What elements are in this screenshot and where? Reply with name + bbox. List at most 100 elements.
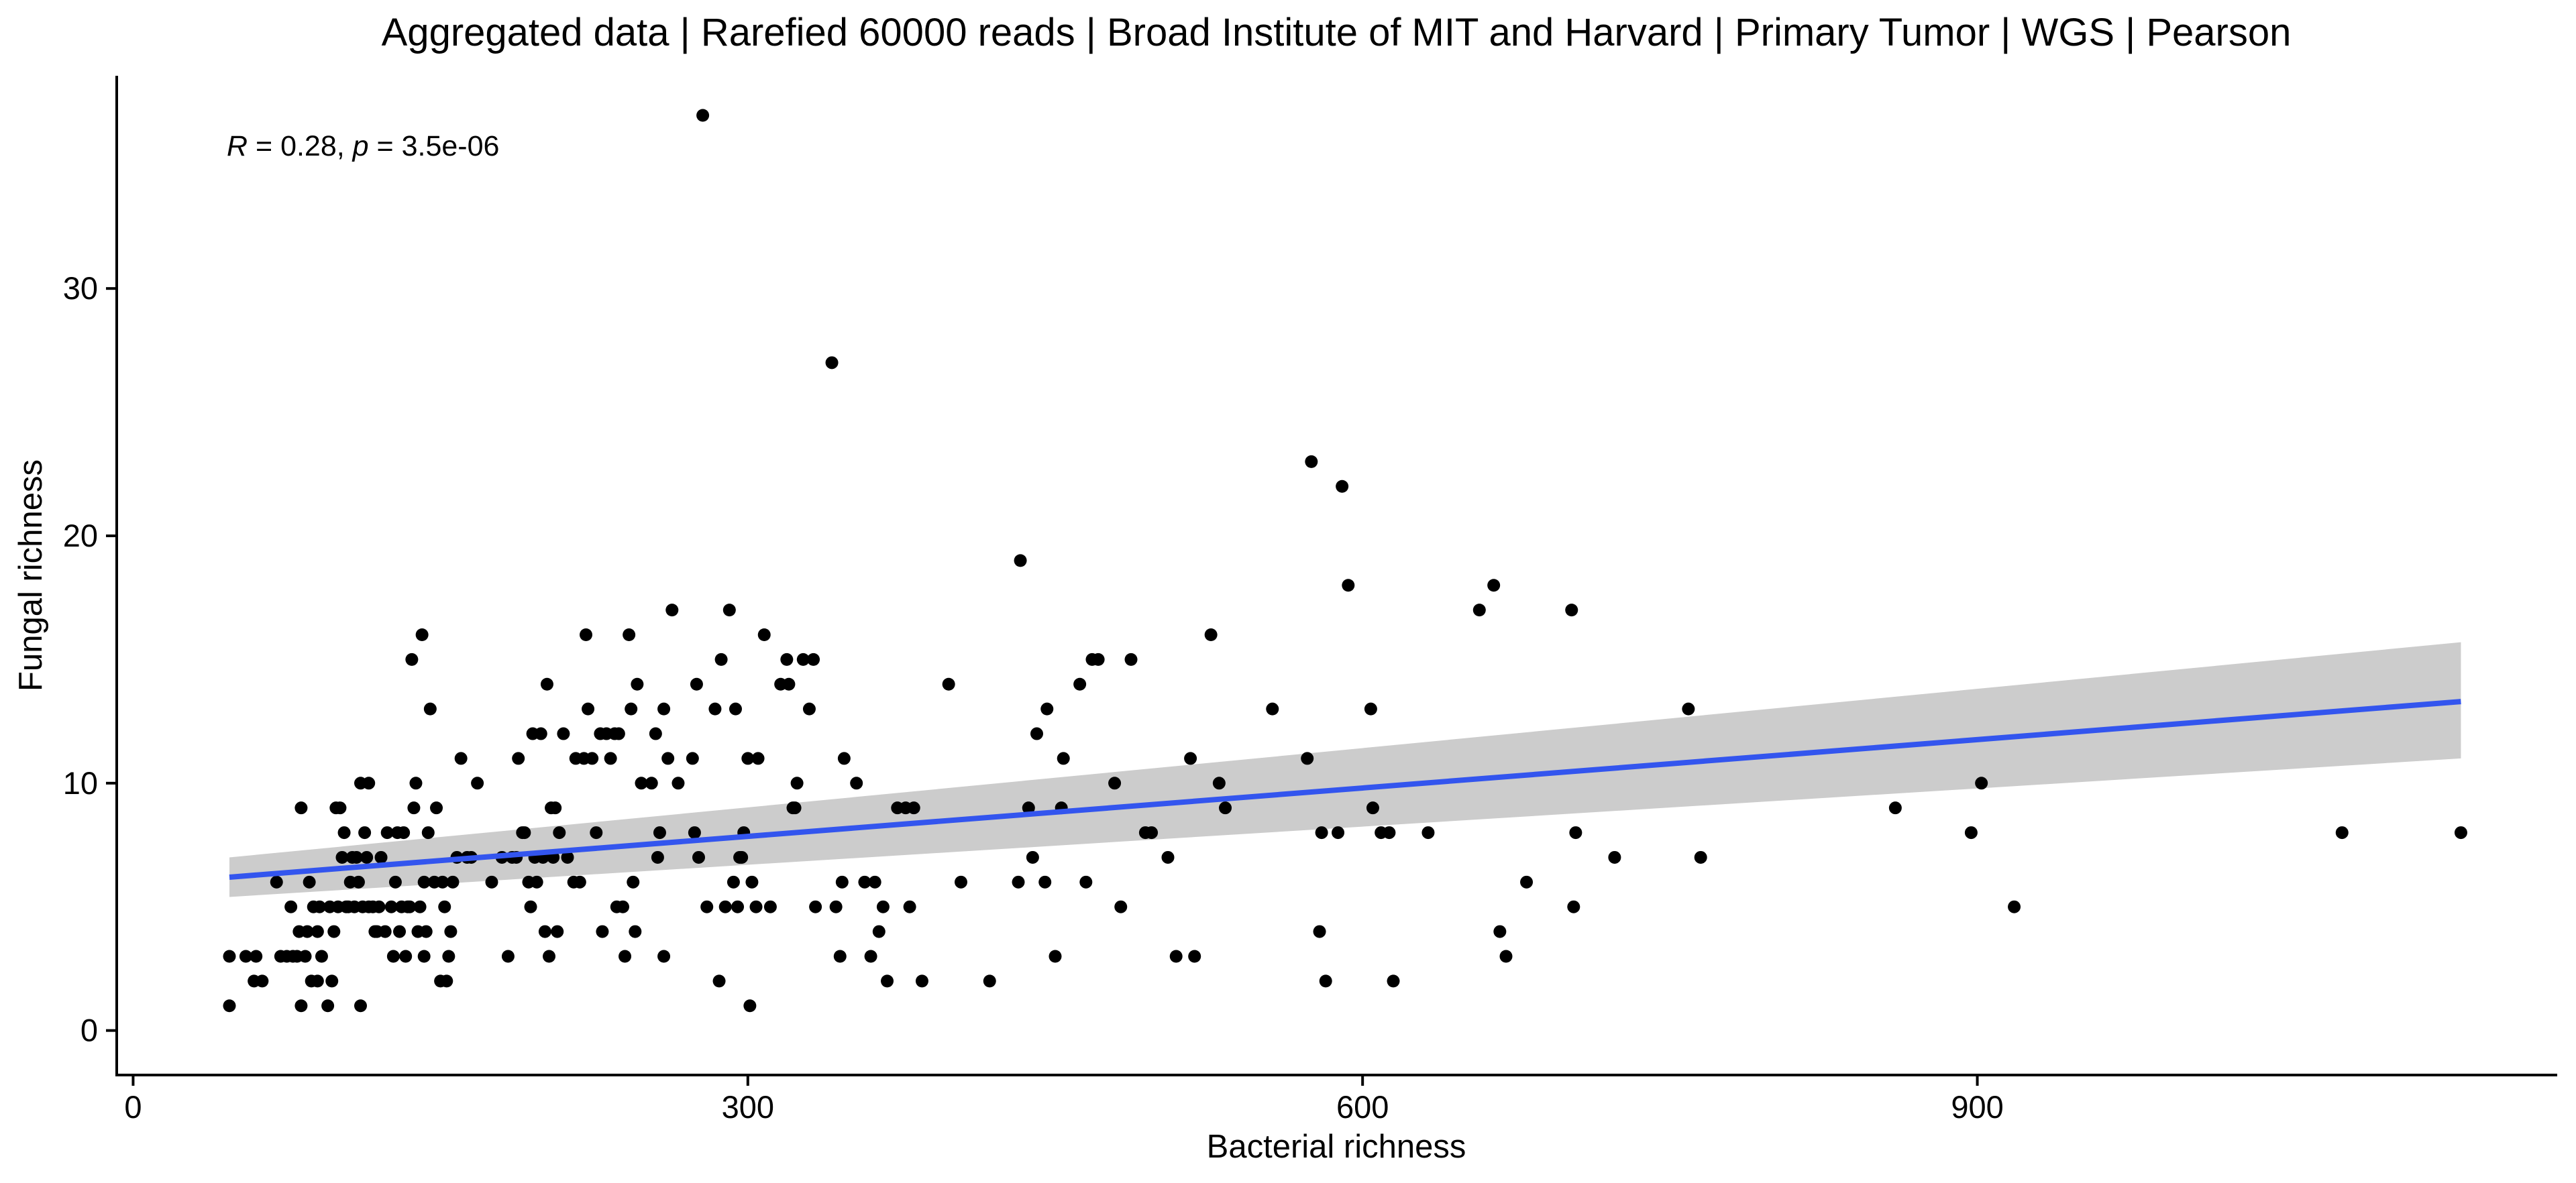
data-point <box>386 950 400 963</box>
data-point <box>1124 653 1138 666</box>
data-point <box>903 900 916 913</box>
data-point <box>942 677 955 691</box>
data-point <box>1204 628 1218 642</box>
data-point <box>407 801 421 815</box>
data-point <box>430 801 443 815</box>
data-point <box>700 900 714 913</box>
data-point <box>1964 826 1978 840</box>
data-point <box>1145 826 1159 840</box>
data-point <box>436 875 449 889</box>
data-point <box>384 900 398 913</box>
data-point <box>692 850 705 864</box>
data-point <box>549 801 562 815</box>
data-point <box>782 677 796 691</box>
data-point <box>1694 850 1707 864</box>
data-point <box>419 925 433 938</box>
data-point <box>256 974 269 988</box>
data-point <box>1608 850 1621 864</box>
data-point <box>714 653 728 666</box>
data-point <box>327 925 341 938</box>
data-point <box>741 752 755 765</box>
data-point <box>333 801 347 815</box>
data-point <box>415 628 429 642</box>
data-point <box>749 900 763 913</box>
data-point <box>1567 900 1580 913</box>
data-point <box>635 777 648 790</box>
data-point <box>1472 604 1486 617</box>
regression-line-layer <box>229 699 2461 880</box>
data-point <box>1313 925 1326 938</box>
data-point <box>790 777 804 790</box>
data-point <box>442 950 455 963</box>
data-point <box>223 999 236 1013</box>
y-tick-label: 30 <box>63 270 98 306</box>
data-point <box>872 925 885 938</box>
x-tick-label: 300 <box>722 1089 774 1125</box>
data-point <box>881 974 894 988</box>
data-point <box>1387 974 1400 988</box>
data-point <box>625 702 638 716</box>
data-point <box>311 974 324 988</box>
data-point <box>335 850 349 864</box>
data-point <box>1383 826 1396 840</box>
data-point <box>423 702 437 716</box>
data-point <box>1219 801 1232 815</box>
data-point <box>388 875 402 889</box>
data-point <box>619 950 632 963</box>
data-point <box>223 950 236 963</box>
data-point <box>417 950 431 963</box>
data-point <box>512 752 525 765</box>
data-point <box>649 727 662 740</box>
data-point <box>1026 850 1039 864</box>
data-point <box>627 875 640 889</box>
data-point <box>538 925 551 938</box>
data-point <box>397 826 411 840</box>
x-tick-label: 0 <box>124 1089 142 1125</box>
data-point <box>907 801 920 815</box>
data-point <box>651 850 664 864</box>
data-point <box>524 900 537 913</box>
data-point <box>557 727 570 740</box>
data-point <box>2008 900 2021 913</box>
data-point <box>850 777 863 790</box>
data-point <box>788 801 802 815</box>
data-point <box>1366 801 1379 815</box>
data-point <box>1487 579 1501 592</box>
data-point <box>553 826 566 840</box>
data-point <box>393 925 407 938</box>
data-point <box>573 875 586 889</box>
data-point <box>1012 875 1025 889</box>
data-point <box>543 950 556 963</box>
data-point <box>485 875 498 889</box>
correlation-annotation: R = 0.28, p = 3.5e-06 <box>227 130 499 162</box>
data-point <box>1682 702 1695 716</box>
data-point <box>1049 950 1062 963</box>
data-point <box>1421 826 1435 840</box>
data-point <box>616 900 629 913</box>
data-point <box>444 925 458 938</box>
regression-line <box>229 699 2461 880</box>
data-point <box>751 752 765 765</box>
data-point <box>690 677 703 691</box>
data-point <box>321 999 335 1013</box>
data-point <box>362 777 376 790</box>
data-point <box>735 850 749 864</box>
data-point <box>829 900 843 913</box>
data-point <box>1073 677 1087 691</box>
data-point <box>596 925 609 938</box>
data-point <box>623 628 636 642</box>
r-symbol: R <box>227 130 248 162</box>
data-point <box>354 999 367 1013</box>
data-point <box>1319 974 1332 988</box>
data-point <box>1975 777 1988 790</box>
data-point <box>299 950 312 963</box>
data-point <box>1520 875 1534 889</box>
data-point <box>1342 579 1355 592</box>
data-point <box>686 752 699 765</box>
data-point <box>374 850 388 864</box>
x-axis-ticks: 0 300 600 900 <box>124 1075 2004 1125</box>
data-point <box>1364 702 1377 716</box>
data-point <box>409 777 423 790</box>
data-point <box>586 752 599 765</box>
